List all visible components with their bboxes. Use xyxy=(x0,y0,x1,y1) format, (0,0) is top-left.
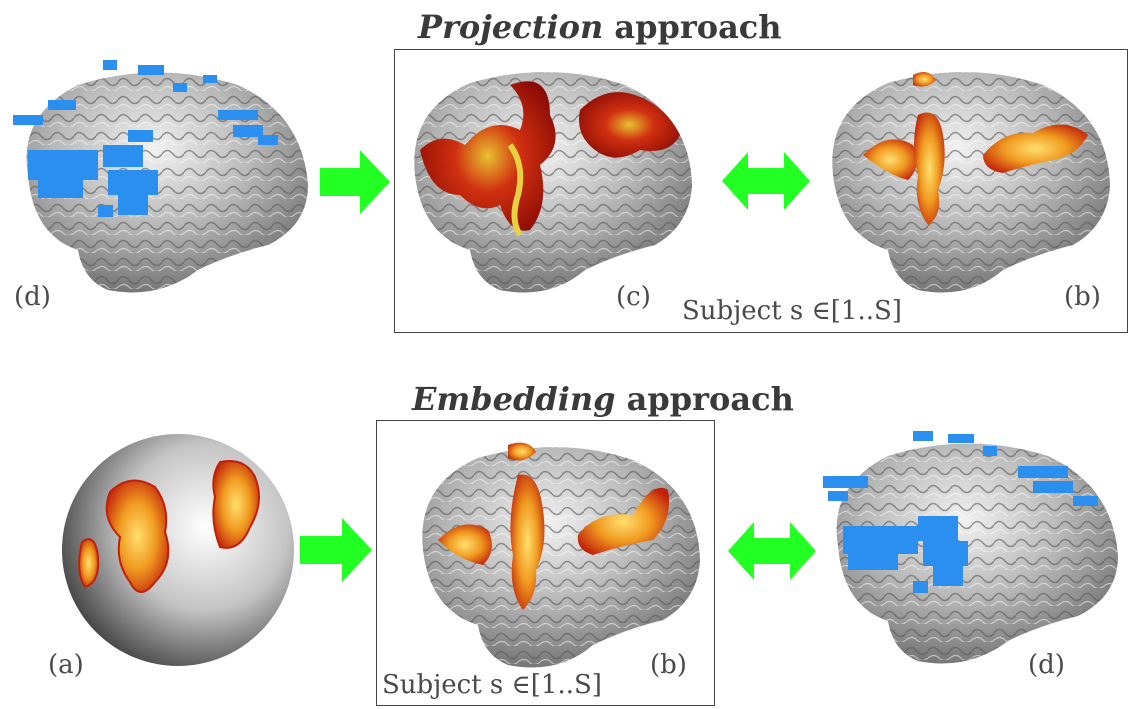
brain-blue-blobs-bottom xyxy=(823,431,1118,664)
embedding-title: Embedding approach xyxy=(412,380,794,418)
label-bottom-d: (d) xyxy=(1028,650,1065,680)
sphere-activation xyxy=(62,434,294,666)
label-bottom-a: (a) xyxy=(48,650,84,680)
subject-frame-bottom xyxy=(376,420,715,706)
label-top-d: (d) xyxy=(14,282,51,312)
brain-blue-blobs-top xyxy=(13,60,308,293)
projection-title: Projection approach xyxy=(418,8,782,46)
double-arrow-icon-top xyxy=(722,152,810,210)
double-arrow-icon-bottom xyxy=(728,522,816,580)
brain-red-projection xyxy=(414,71,692,293)
brain-yellow-projection xyxy=(832,71,1110,293)
label-bottom-b: (b) xyxy=(650,650,687,680)
embedding-title-emph: Embedding xyxy=(412,380,616,418)
subject-label-top: Subject s ∈[1..S] xyxy=(682,296,902,326)
projection-title-rest: approach xyxy=(603,8,782,46)
arrow-right-icon-top xyxy=(320,150,390,214)
brain-yellow-embedding xyxy=(422,442,700,668)
arrow-right-icon-bottom xyxy=(300,518,372,582)
subject-frame-top xyxy=(394,49,1128,333)
label-top-c: (c) xyxy=(616,282,651,312)
embedding-title-rest: approach xyxy=(615,380,794,418)
subject-label-bottom: Subject s ∈[1..S] xyxy=(382,670,602,700)
label-top-b: (b) xyxy=(1064,282,1101,312)
projection-title-emph: Projection xyxy=(418,8,604,46)
